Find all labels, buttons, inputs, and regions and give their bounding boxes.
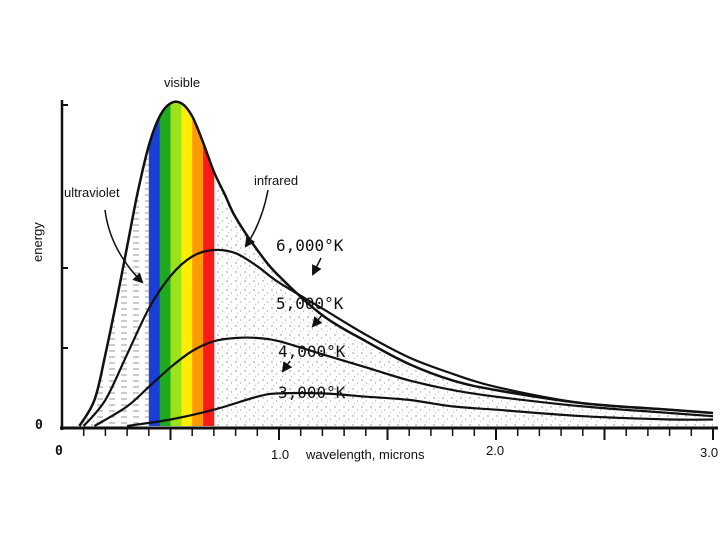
spectrum-band	[148, 101, 161, 426]
series-line	[93, 336, 714, 427]
y-axis-label: energy	[30, 222, 45, 262]
x-tick-label: 2.0	[486, 443, 504, 458]
series-line	[78, 100, 714, 427]
ultraviolet-arrow	[104, 209, 144, 284]
visible-spectrum-bands	[148, 101, 215, 426]
band-label-visible: visible	[164, 75, 200, 90]
curve-layer	[78, 100, 714, 428]
x-tick-label: 1.0	[271, 447, 289, 462]
x-tick-label: 0	[55, 444, 63, 459]
band-label-ultraviolet: ultraviolet	[64, 185, 120, 200]
x-axis-label: wavelength, microns	[305, 447, 425, 462]
infrared-arrow	[244, 189, 269, 248]
x-tick-label: 3.0	[700, 445, 718, 460]
spectrum-band	[170, 101, 182, 426]
y-tick-label: 0	[35, 418, 43, 433]
series-line	[126, 391, 714, 428]
spectrum-band	[181, 101, 193, 426]
pointer-arrow	[311, 313, 324, 328]
series-label-6000K: 6,000°K	[276, 236, 344, 255]
area-under-6000K-curve	[79, 101, 713, 427]
band-label-infrared: infrared	[254, 173, 298, 188]
pointer-arrow	[312, 257, 322, 276]
series-label-5000K: 5,000°K	[276, 294, 344, 313]
spectrum-band	[203, 101, 215, 426]
spectrum-band	[159, 101, 171, 426]
pointer-arrow	[281, 360, 293, 373]
series-label-4000K: 4,000°K	[278, 342, 346, 361]
series-label-3000K: 3,000°K	[278, 383, 346, 402]
series-line	[82, 248, 714, 427]
spectrum-band	[192, 101, 204, 426]
x-minor-ticks	[82, 428, 714, 440]
